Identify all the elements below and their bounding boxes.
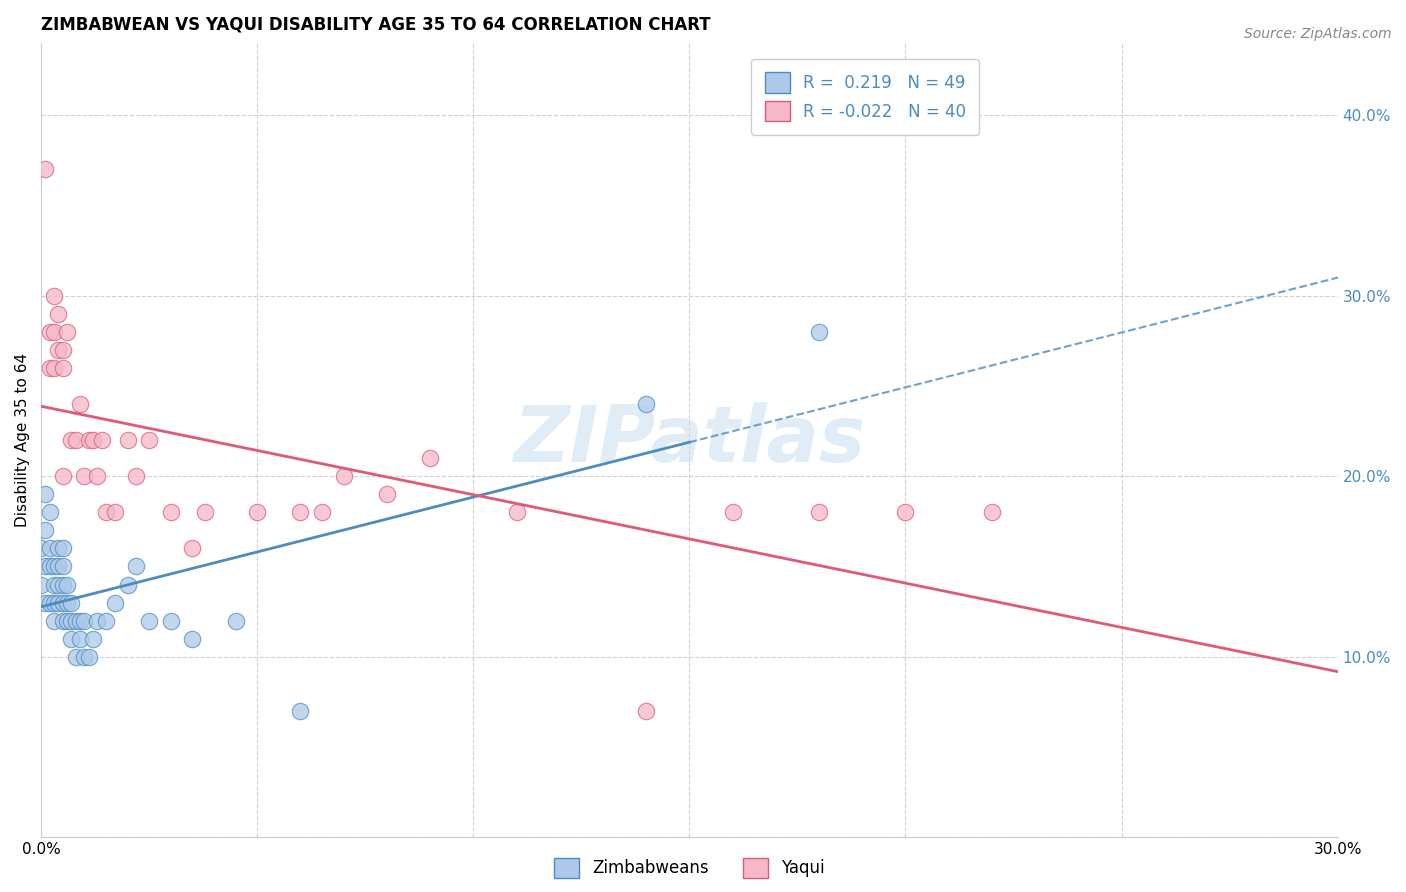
- Point: [505, 505, 527, 519]
- Point: [159, 614, 181, 628]
- Point: [56, 325, 79, 339]
- Point: [42, 596, 65, 610]
- Point: [52, 360, 75, 375]
- Point: [117, 433, 139, 447]
- Point: [52, 596, 75, 610]
- Point: [375, 487, 398, 501]
- Point: [159, 505, 181, 519]
- Point: [117, 577, 139, 591]
- Point: [30, 541, 52, 556]
- Point: [52, 343, 75, 357]
- Point: [42, 614, 65, 628]
- Point: [86, 614, 108, 628]
- Point: [290, 505, 312, 519]
- Point: [38, 559, 60, 574]
- Point: [65, 614, 87, 628]
- Point: [60, 596, 83, 610]
- Point: [38, 505, 60, 519]
- Point: [52, 559, 75, 574]
- Point: [48, 307, 70, 321]
- Point: [34, 559, 56, 574]
- Point: [52, 541, 75, 556]
- Point: [86, 469, 108, 483]
- Point: [77, 649, 100, 664]
- Point: [52, 614, 75, 628]
- Point: [138, 614, 160, 628]
- Point: [419, 451, 441, 466]
- Point: [94, 505, 117, 519]
- Point: [48, 343, 70, 357]
- Point: [52, 469, 75, 483]
- Point: [34, 524, 56, 538]
- Point: [60, 632, 83, 646]
- Point: [48, 596, 70, 610]
- Point: [311, 505, 333, 519]
- Point: [38, 360, 60, 375]
- Text: ZIPatlas: ZIPatlas: [513, 402, 866, 478]
- Point: [125, 469, 148, 483]
- Point: [636, 704, 658, 718]
- Point: [38, 541, 60, 556]
- Point: [69, 614, 91, 628]
- Point: [332, 469, 354, 483]
- Point: [34, 487, 56, 501]
- Point: [73, 469, 96, 483]
- Point: [181, 632, 204, 646]
- Point: [38, 596, 60, 610]
- Point: [980, 505, 1002, 519]
- Point: [48, 541, 70, 556]
- Point: [65, 649, 87, 664]
- Text: Source: ZipAtlas.com: Source: ZipAtlas.com: [1244, 27, 1392, 41]
- Point: [894, 505, 917, 519]
- Point: [56, 596, 79, 610]
- Point: [56, 614, 79, 628]
- Legend: Zimbabweans, Yaqui: Zimbabweans, Yaqui: [547, 851, 831, 885]
- Point: [194, 505, 217, 519]
- Point: [82, 632, 104, 646]
- Point: [34, 162, 56, 177]
- Point: [69, 632, 91, 646]
- Point: [225, 614, 247, 628]
- Text: ZIMBABWEAN VS YAQUI DISABILITY AGE 35 TO 64 CORRELATION CHART: ZIMBABWEAN VS YAQUI DISABILITY AGE 35 TO…: [41, 15, 711, 33]
- Point: [38, 325, 60, 339]
- Point: [94, 614, 117, 628]
- Point: [82, 433, 104, 447]
- Point: [246, 505, 269, 519]
- Point: [48, 559, 70, 574]
- Point: [138, 433, 160, 447]
- Point: [69, 397, 91, 411]
- Point: [30, 577, 52, 591]
- Point: [52, 577, 75, 591]
- Point: [721, 505, 744, 519]
- Point: [56, 577, 79, 591]
- Point: [60, 614, 83, 628]
- Point: [808, 325, 831, 339]
- Y-axis label: Disability Age 35 to 64: Disability Age 35 to 64: [15, 353, 30, 527]
- Point: [42, 360, 65, 375]
- Point: [103, 505, 125, 519]
- Point: [103, 596, 125, 610]
- Point: [42, 288, 65, 302]
- Point: [636, 397, 658, 411]
- Point: [65, 433, 87, 447]
- Point: [77, 433, 100, 447]
- Point: [90, 433, 112, 447]
- Point: [125, 559, 148, 574]
- Point: [73, 649, 96, 664]
- Point: [290, 704, 312, 718]
- Point: [34, 596, 56, 610]
- Point: [60, 433, 83, 447]
- Point: [808, 505, 831, 519]
- Point: [73, 614, 96, 628]
- Point: [48, 577, 70, 591]
- Point: [42, 559, 65, 574]
- Point: [42, 577, 65, 591]
- Point: [42, 325, 65, 339]
- Point: [181, 541, 204, 556]
